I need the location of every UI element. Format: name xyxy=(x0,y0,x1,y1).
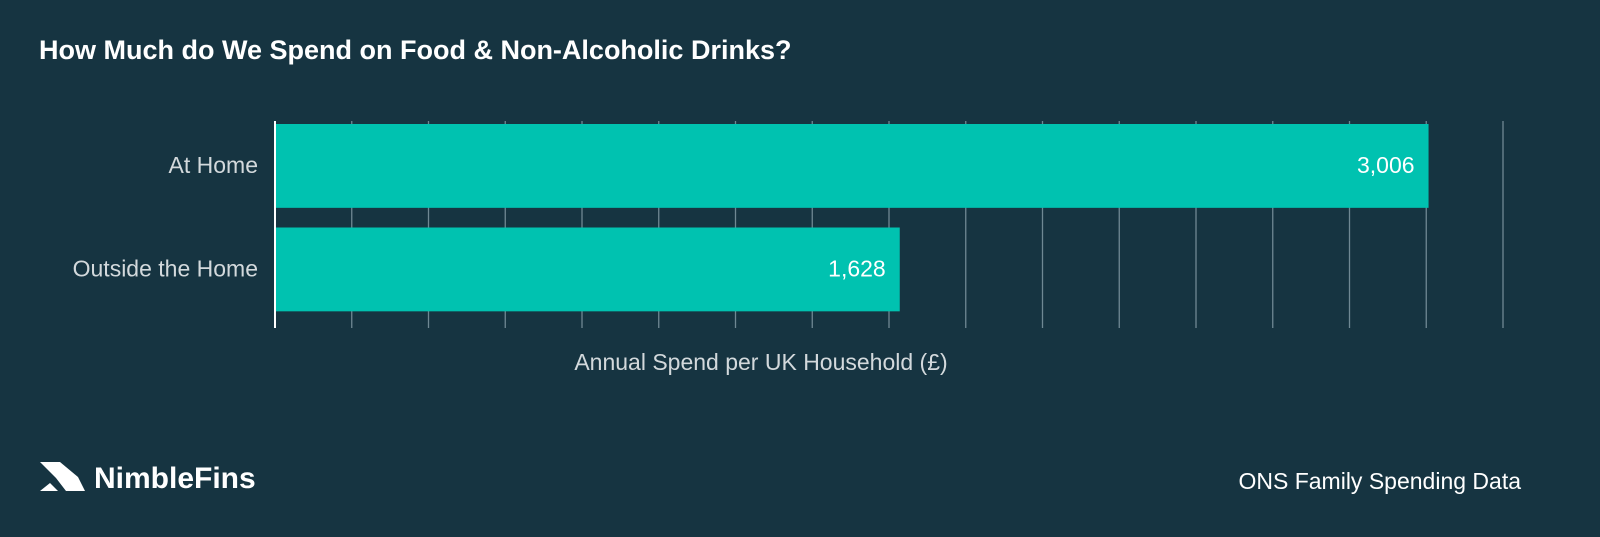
brand-name: NimbleFins xyxy=(94,462,256,495)
y-tick-label: Outside the Home xyxy=(73,255,258,281)
value-label: 1,628 xyxy=(828,255,886,281)
x-axis-label: Annual Spend per UK Household (£) xyxy=(574,349,947,375)
y-tick-label: At Home xyxy=(169,152,258,178)
source: ONS Family Spending Data xyxy=(1238,468,1521,494)
bar xyxy=(275,227,900,312)
value-label: 3,006 xyxy=(1357,152,1415,178)
bar xyxy=(275,124,1429,208)
chart-title: How Much do We Spend on Food & Non-Alcoh… xyxy=(39,35,791,65)
brand-logo xyxy=(40,462,85,491)
